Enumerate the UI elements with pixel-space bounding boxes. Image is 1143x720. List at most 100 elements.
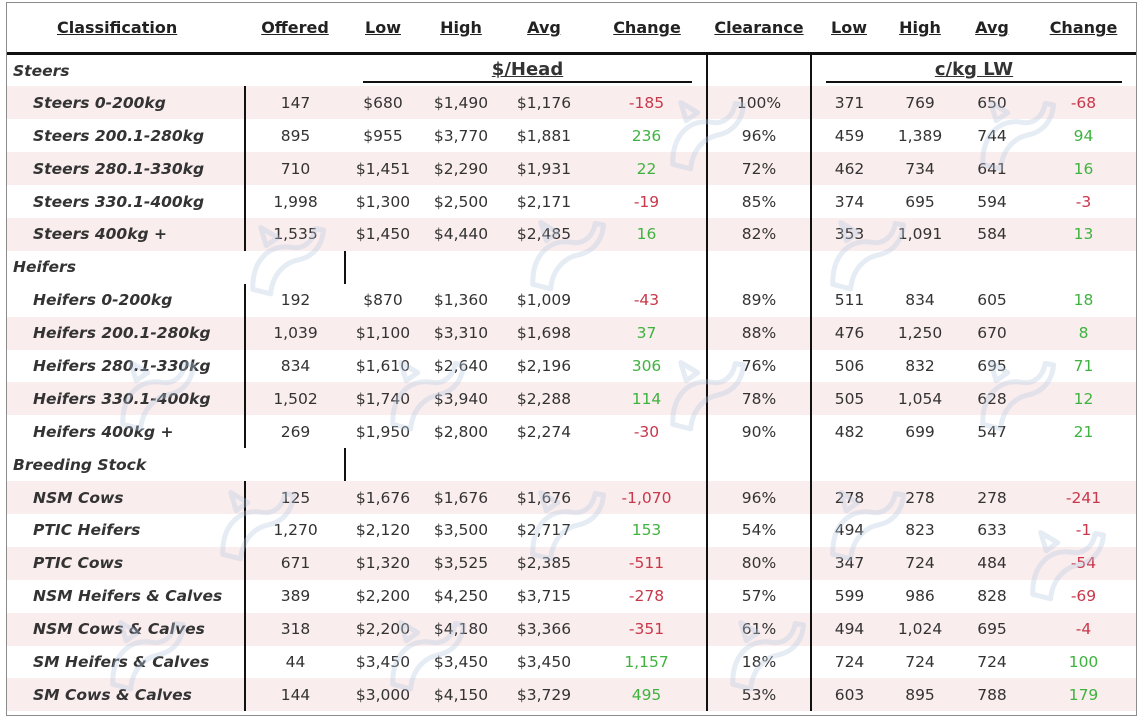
cell-change2: 8 [1031, 316, 1136, 350]
cell-avg: $3,729 [501, 678, 587, 712]
cell-low2: 371 [810, 86, 887, 120]
empty-cell [421, 251, 501, 284]
cell-offered: 147 [244, 86, 345, 120]
header-row: Classification Offered Low High Avg Chan… [7, 3, 1136, 55]
unit-label-head: $/Head [345, 54, 707, 87]
cell-high2: 832 [905, 356, 935, 375]
empty-cell [953, 448, 1031, 481]
cell-clearance: 78% [706, 382, 811, 416]
row-classification: Steers 0-200kg [7, 86, 245, 120]
cell-avg: $2,171 [516, 192, 572, 211]
cell-high: $2,800 [433, 422, 489, 441]
cell-clearance: 85% [706, 185, 811, 218]
cell-high: $4,180 [421, 612, 501, 646]
cell-change: -19 [633, 192, 660, 211]
cell-avg2: 641 [953, 152, 1031, 186]
table-row: PTIC Heifers 1,270 $2,120 $3,500 $2,717 153 54… [7, 513, 1136, 547]
cell-high: $3,770 [433, 126, 489, 145]
cell-high2: 1,250 [887, 316, 953, 350]
cell-clearance: 53% [706, 678, 811, 712]
cell-offered: 389 [244, 579, 345, 613]
cell-low2: 511 [810, 283, 887, 317]
cell-offered: 318 [244, 612, 345, 646]
col-header-avg-ckg: Avg [953, 3, 1031, 55]
cell-low: $1,610 [355, 356, 411, 375]
cell-low: $1,740 [345, 382, 421, 416]
price-report-table-frame: Classification Offered Low High Avg Chan… [6, 2, 1137, 716]
empty-cell [706, 53, 811, 87]
cell-offered: 269 [244, 415, 345, 449]
table-row: Heifers 400kg + 269 $1,950 $2,800 $2,274 -30 9… [7, 415, 1136, 449]
cell-change2: 21 [1073, 422, 1094, 441]
cell-avg: $3,715 [516, 587, 572, 606]
cell-low: $1,676 [345, 481, 421, 514]
cell-high2: 769 [887, 86, 953, 120]
cell-low2: 347 [810, 546, 887, 580]
cell-avg2: 695 [953, 612, 1031, 646]
row-classification: Steers 400kg + [7, 217, 245, 251]
cell-avg: $1,676 [501, 481, 587, 514]
cell-change: -511 [587, 546, 707, 580]
cell-clearance: 100% [706, 86, 811, 120]
cell-avg: $2,485 [501, 217, 587, 251]
cell-low2: 482 [810, 415, 887, 449]
cell-change: -278 [628, 587, 665, 606]
row-classification: Steers 280.1-330kg [7, 152, 245, 186]
cell-avg: $2,385 [501, 546, 587, 580]
cell-change2: -54 [1031, 546, 1136, 580]
cell-change2: -69 [1070, 587, 1097, 606]
cell-high2: 895 [887, 678, 953, 712]
cell-avg2: 650 [953, 86, 1031, 120]
empty-cell [501, 448, 587, 481]
row-classification: NSM Cows & Calves [7, 612, 245, 646]
cell-avg2: 628 [953, 382, 1031, 416]
cell-avg2: 484 [953, 546, 1031, 580]
cell-low2: 724 [810, 645, 887, 679]
cell-high2: 834 [905, 291, 935, 310]
cell-low2: 459 [810, 119, 887, 153]
cell-clearance: 76% [706, 349, 811, 383]
cell-change: -185 [587, 86, 707, 120]
row-classification: NSM Cows [7, 481, 245, 514]
cell-high2: 724 [905, 652, 935, 671]
cell-avg2: 724 [977, 652, 1007, 671]
cell-change2: 12 [1031, 382, 1136, 416]
col-header-change: Change [587, 3, 707, 55]
cell-high2: 1,024 [887, 612, 953, 646]
empty-cell [245, 54, 345, 87]
cell-change: 22 [587, 152, 707, 186]
cell-high: $4,440 [421, 217, 501, 251]
cell-change2: 100 [1068, 652, 1099, 671]
empty-cell [587, 251, 707, 284]
row-classification: Heifers 280.1-330kg [33, 356, 211, 375]
row-classification: Heifers 330.1-400kg [7, 382, 245, 416]
table-row: PTIC Cows 671 $1,320 $3,525 $2,385 -511 80% 347… [7, 546, 1136, 580]
cell-high2: 695 [905, 192, 935, 211]
row-classification: NSM Heifers & Calves [33, 587, 223, 606]
cell-change: 37 [587, 316, 707, 350]
empty-cell [344, 250, 421, 284]
row-classification: SM Cows & Calves [7, 678, 245, 712]
table-row: NSM Cows 125 $1,676 $1,676 $1,676 -1,070 96% 27… [7, 481, 1136, 514]
empty-cell [344, 448, 421, 482]
empty-cell [501, 251, 587, 284]
section-title: Breeding Stock [13, 455, 147, 474]
cell-change: -30 [633, 422, 660, 441]
cell-clearance: 18% [706, 645, 811, 679]
cell-high2: 724 [887, 546, 953, 580]
cell-high2: 734 [887, 152, 953, 186]
empty-cell [953, 251, 1031, 284]
cell-avg: $2,274 [516, 422, 572, 441]
empty-cell [887, 448, 953, 481]
row-classification: Steers 330.1-400kg [33, 192, 205, 211]
cell-change2: 179 [1031, 678, 1136, 712]
cell-low: $1,300 [355, 192, 411, 211]
cell-low2: 506 [810, 349, 887, 383]
section-row: Steers $/Head c/kg LW [7, 53, 1136, 87]
cell-high: $3,310 [421, 316, 501, 350]
row-classification: Heifers 400kg + [33, 422, 174, 441]
cell-change2: -4 [1031, 612, 1136, 646]
cell-avg2: 278 [953, 481, 1031, 514]
cell-low2: 494 [810, 612, 887, 646]
cell-change: 495 [587, 678, 707, 712]
